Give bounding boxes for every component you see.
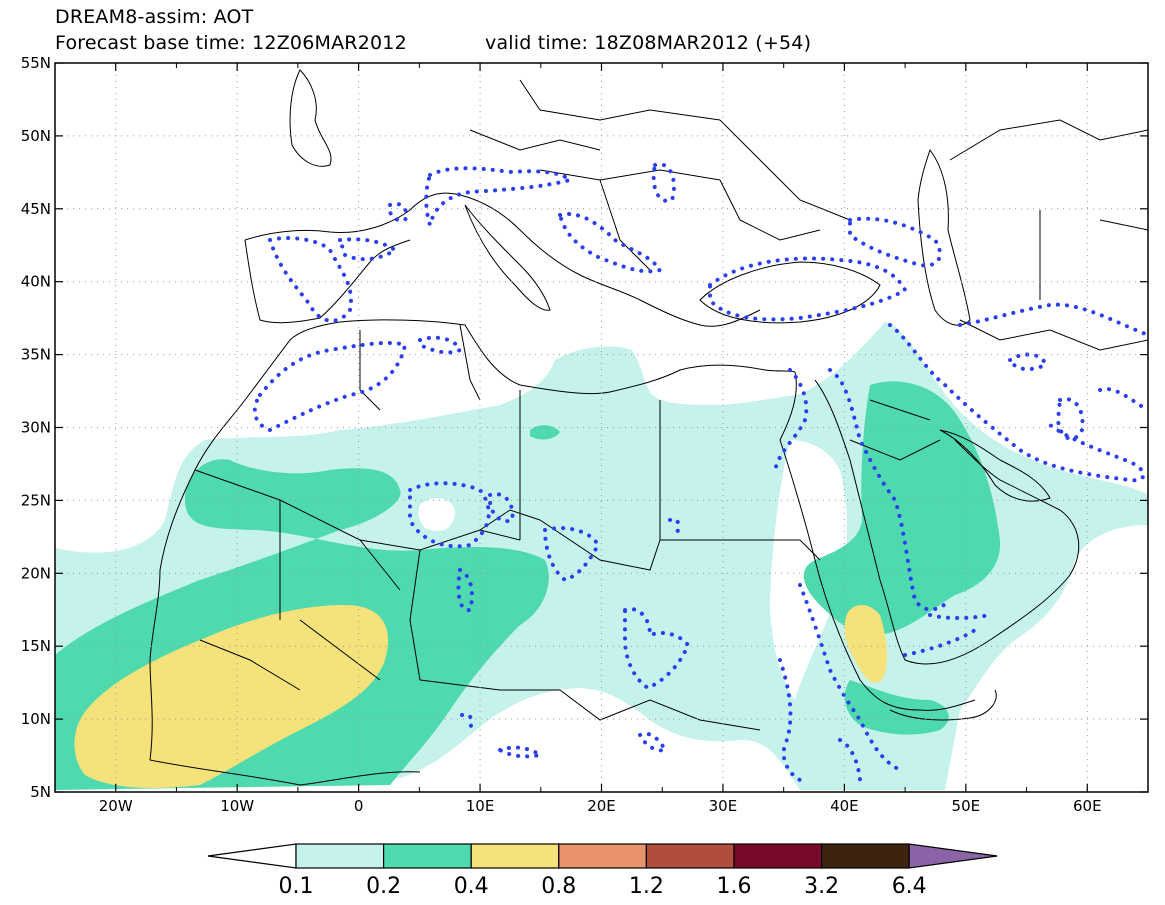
- dotted-contour: [387, 201, 409, 223]
- colorbar-segment: [295, 843, 385, 869]
- lat-tick-label: 30N: [21, 419, 51, 437]
- lat-tick-label: 25N: [21, 491, 51, 509]
- colorbar-segment: [645, 843, 735, 869]
- dotted-contour: [798, 583, 902, 772]
- colorbar-label: 3.2: [804, 874, 839, 899]
- lon-tick-label: 60E: [1073, 797, 1102, 815]
- dotted-contour: [838, 738, 862, 782]
- aot-level-0-2-region: [530, 425, 560, 440]
- dotted-contour: [424, 166, 575, 233]
- dotted-contour: [456, 566, 474, 613]
- map-title: DREAM8-assim: AOT: [55, 6, 254, 28]
- dotted-contour: [888, 323, 1146, 483]
- aot-level-0-4-region: [74, 605, 389, 788]
- lat-tick-label: 50N: [21, 127, 51, 145]
- colorbar-label: 1.2: [629, 874, 664, 899]
- colorbar-label: 0.2: [366, 874, 401, 899]
- lat-tick-label: 20N: [21, 564, 51, 582]
- colorbar-label: 0.4: [454, 874, 489, 899]
- colorbar-arrow-high: [908, 843, 998, 869]
- lon-tick-label: 30E: [709, 797, 738, 815]
- dotted-contour: [1007, 352, 1048, 372]
- base-time: Forecast base time: 12Z06MAR2012: [55, 32, 407, 54]
- lat-tick-label: 5N: [30, 783, 51, 801]
- dotted-contour: [928, 613, 992, 620]
- dotted-contour: [623, 607, 691, 691]
- dotted-contour: [1098, 387, 1148, 412]
- colorbar-label: 1.6: [717, 874, 752, 899]
- dotted-contour: [460, 712, 474, 730]
- dotted-contour: [848, 216, 942, 268]
- dotted-contour: [418, 335, 463, 355]
- dotted-contour: [903, 628, 977, 657]
- aot-level-0-2-region: [803, 381, 1001, 636]
- coastline-iberia: [244, 239, 411, 324]
- borders: [194, 79, 1148, 731]
- colorbar-arrow-low: [207, 843, 297, 869]
- colorbar-segment: [383, 843, 472, 869]
- dotted-contour: [651, 162, 676, 203]
- colorbar-segment: [558, 843, 647, 869]
- lat-tick-label: 55N: [21, 54, 51, 72]
- latitude-ticks: 55N 50N 45N 40N 35N 30N 25N 20N 15N 10N 5N: [21, 54, 1148, 801]
- aot-unshaded-patch: [418, 498, 455, 531]
- coastline-arabia: [814, 379, 1080, 665]
- dotted-contour: [958, 302, 1148, 337]
- lon-tick-label: 0: [354, 797, 364, 815]
- dotted-contour: [637, 731, 668, 753]
- coastlines: [149, 69, 1148, 786]
- lon-tick-label: 20W: [99, 797, 133, 815]
- colorbar-segment: [470, 843, 560, 869]
- coastline-west-africa: [149, 319, 796, 761]
- coastline-black-sea: [699, 261, 881, 324]
- coastline-gulf-guinea: [149, 759, 421, 786]
- lat-tick-label: 40N: [21, 273, 51, 291]
- coastline-caspian: [917, 148, 971, 326]
- lon-tick-label: 50E: [952, 797, 981, 815]
- dotted-contour: [708, 256, 908, 322]
- forecast-times: Forecast base time: 12Z06MAR2012 valid ti…: [55, 32, 811, 54]
- coastline-europe-south: [244, 192, 761, 327]
- coastline-italy: [464, 204, 551, 311]
- dotted-contour: [408, 481, 491, 549]
- dotted-contour: [337, 237, 399, 262]
- colorbar-segment: [733, 843, 823, 869]
- lon-tick-label: 10W: [220, 797, 254, 815]
- coastline-horn-africa: [889, 689, 997, 721]
- aot-unshaded-patch: [558, 689, 640, 790]
- coastline-persian-gulf: [939, 429, 1051, 502]
- dotted-contour: [557, 212, 664, 274]
- colorbar-label: 0.8: [541, 874, 576, 899]
- longitude-ticks: 20W 10W 0 10E 20E 30E 40E 50E 60E: [54, 63, 1149, 815]
- lon-tick-label: 40E: [830, 797, 859, 815]
- dotted-contour: [252, 340, 408, 433]
- graticule: [55, 63, 1148, 792]
- lon-tick-label: 10E: [466, 797, 495, 815]
- colorbar: 0.1 0.2 0.4 0.8 1.2 1.6 3.2 6.4: [207, 843, 998, 899]
- lat-tick-label: 10N: [21, 710, 51, 728]
- lon-tick-label: 20E: [587, 797, 616, 815]
- dotted-contour: [267, 236, 353, 323]
- colorbar-segment: [820, 843, 910, 869]
- dotted-contour: [668, 516, 681, 537]
- lat-tick-label: 35N: [21, 346, 51, 364]
- coastline-red-sea: [779, 371, 976, 711]
- lat-tick-label: 45N: [21, 200, 51, 218]
- colorbar-label: 0.1: [279, 874, 314, 899]
- valid-time: valid time: 18Z08MAR2012 (+54): [485, 32, 812, 54]
- aot-level-0-4-region: [844, 604, 888, 683]
- dotted-contour: [773, 368, 809, 472]
- dotted-contour: [495, 745, 545, 759]
- coastline-uk: [289, 69, 332, 167]
- lat-tick-label: 15N: [21, 637, 51, 655]
- colorbar-label: 6.4: [892, 874, 927, 899]
- dotted-contour: [1055, 397, 1085, 441]
